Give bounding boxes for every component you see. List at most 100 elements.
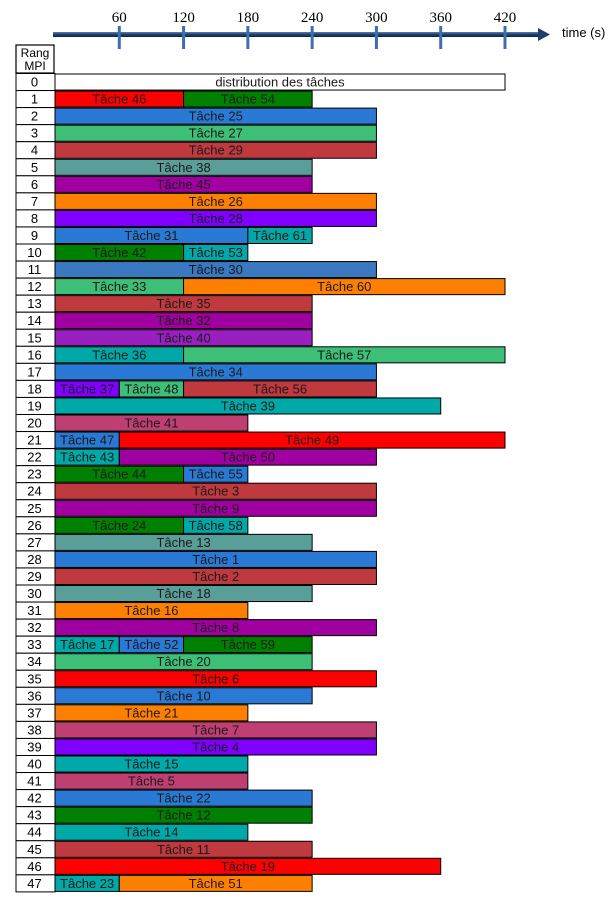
task-bar <box>183 244 249 262</box>
rank-label: 18 <box>27 381 41 396</box>
task-label: Tâche 30 <box>189 262 243 277</box>
gantt-row: 10 Tâche 42 Tâche 53 <box>15 243 249 262</box>
task-bar <box>54 840 313 858</box>
rank-label: 4 <box>31 143 38 158</box>
gantt-row: 42 Tâche 22 <box>15 789 313 808</box>
rank-label: 20 <box>27 416 41 431</box>
task-bar <box>54 670 377 688</box>
task-label: Tâche 50 <box>221 450 275 465</box>
task-label: Tâche 10 <box>156 688 210 703</box>
task-label: Tâche 36 <box>92 347 146 362</box>
gantt-row: 15 Tâche 40 <box>15 328 313 347</box>
gantt-row: 3 Tâche 27 <box>15 124 377 143</box>
gantt-row: 22 Tâche 43 Tâche 50 <box>15 448 377 467</box>
task-bar <box>54 857 442 875</box>
rank-label: 24 <box>27 484 41 499</box>
rank-label: 30 <box>27 586 41 601</box>
task-bar <box>54 73 506 91</box>
x-tick-mark <box>439 26 443 49</box>
gantt-row: 47 Tâche 23 Tâche 51 <box>15 874 313 893</box>
gantt-row: 24 Tâche 3 <box>15 482 377 501</box>
task-label: Tâche 3 <box>192 484 239 499</box>
task-label: Tâche 1 <box>192 552 239 567</box>
rank-label: 46 <box>27 859 41 874</box>
rank-label: 7 <box>31 194 38 209</box>
task-bar <box>54 533 313 551</box>
task-label: Tâche 45 <box>156 177 210 192</box>
time-axis-arrowhead <box>538 28 550 41</box>
rank-label: 40 <box>27 757 41 772</box>
task-bar <box>54 158 313 176</box>
task-label: Tâche 16 <box>124 603 178 618</box>
gantt-row: 39 Tâche 4 <box>15 737 377 757</box>
task-bar <box>54 261 377 279</box>
task-bar <box>54 482 377 500</box>
task-bar <box>183 465 249 483</box>
rank-label: 25 <box>27 501 41 516</box>
rank-label: 44 <box>27 825 41 840</box>
gantt-row: 46 Tâche 19 <box>15 857 442 876</box>
task-label: Tâche 58 <box>189 518 243 533</box>
task-label: Tâche 43 <box>60 450 114 465</box>
gantt-row: 31 Tâche 16 <box>15 601 249 620</box>
gantt-row: 32 Tâche 8 <box>15 618 377 637</box>
gantt-row: 27 Tâche 13 <box>15 533 313 552</box>
gantt-row: 23 Tâche 44 Tâche 55 <box>15 465 249 484</box>
time-axis-bar <box>53 32 540 37</box>
task-bar <box>54 124 377 142</box>
gantt-row: 16 Tâche 36 Tâche 57 <box>15 345 506 364</box>
task-bar <box>54 567 377 586</box>
task-label: Tâche 34 <box>189 364 243 379</box>
gantt-row: 38 Tâche 7 <box>15 720 377 739</box>
task-bar <box>54 175 313 193</box>
task-bar <box>183 380 377 398</box>
task-label: Tâche 32 <box>156 313 210 328</box>
x-tick-label: 360 <box>429 10 452 26</box>
row-header-line-2: MPI <box>24 59 45 73</box>
rank-label: 34 <box>27 654 41 669</box>
task-bar <box>54 363 377 381</box>
gantt-row: 4 Tâche 29 <box>15 141 377 160</box>
rank-label: 5 <box>31 160 38 175</box>
gantt-row: 13 Tâche 35 <box>15 294 313 313</box>
task-label: Tâche 6 <box>192 671 239 686</box>
task-bar <box>54 329 313 347</box>
task-bar <box>54 721 377 739</box>
rank-label: 21 <box>27 433 41 448</box>
task-label: Tâche 28 <box>189 211 243 226</box>
task-label: Tâche 44 <box>92 467 146 482</box>
task-bar <box>54 192 377 210</box>
gantt-row: 20 Tâche 41 <box>15 414 249 433</box>
task-label: Tâche 40 <box>156 330 210 345</box>
rank-label: 13 <box>27 296 41 311</box>
rank-label: 26 <box>27 518 41 533</box>
x-tick-label: 180 <box>237 10 260 26</box>
x-tick-label: 120 <box>172 10 195 26</box>
task-label: Tâche 25 <box>189 109 243 124</box>
rank-label: 10 <box>27 245 41 260</box>
gantt-row: 1 Tâche 46 Tâche 54 <box>15 90 313 109</box>
task-label: Tâche 42 <box>92 245 146 260</box>
rank-label: 14 <box>27 313 41 328</box>
task-label: Tâche 55 <box>189 467 243 482</box>
rank-label: 36 <box>27 688 41 703</box>
task-label: Tâche 18 <box>156 586 210 601</box>
task-bar <box>183 636 313 654</box>
rank-label: 43 <box>27 808 41 823</box>
rank-label: 9 <box>31 228 38 243</box>
task-label: Tâche 7 <box>192 722 239 737</box>
gantt-row: 26 Tâche 24 Tâche 58 <box>15 516 249 535</box>
gantt-row: 33 Tâche 17 Tâche 52 Tâche 59 <box>15 635 313 654</box>
task-label: Tâche 9 <box>192 501 239 516</box>
rank-label: 35 <box>27 671 41 686</box>
task-label: Tâche 27 <box>189 126 243 141</box>
task-label: Tâche 51 <box>189 876 243 891</box>
rank-label: 38 <box>27 722 41 737</box>
x-axis-label: time (s) <box>562 25 605 40</box>
task-label: Tâche 46 <box>92 92 146 107</box>
task-label: Tâche 26 <box>189 194 243 209</box>
task-bar <box>118 874 313 892</box>
rank-label: 6 <box>31 177 38 192</box>
task-label: Tâche 8 <box>192 620 239 635</box>
